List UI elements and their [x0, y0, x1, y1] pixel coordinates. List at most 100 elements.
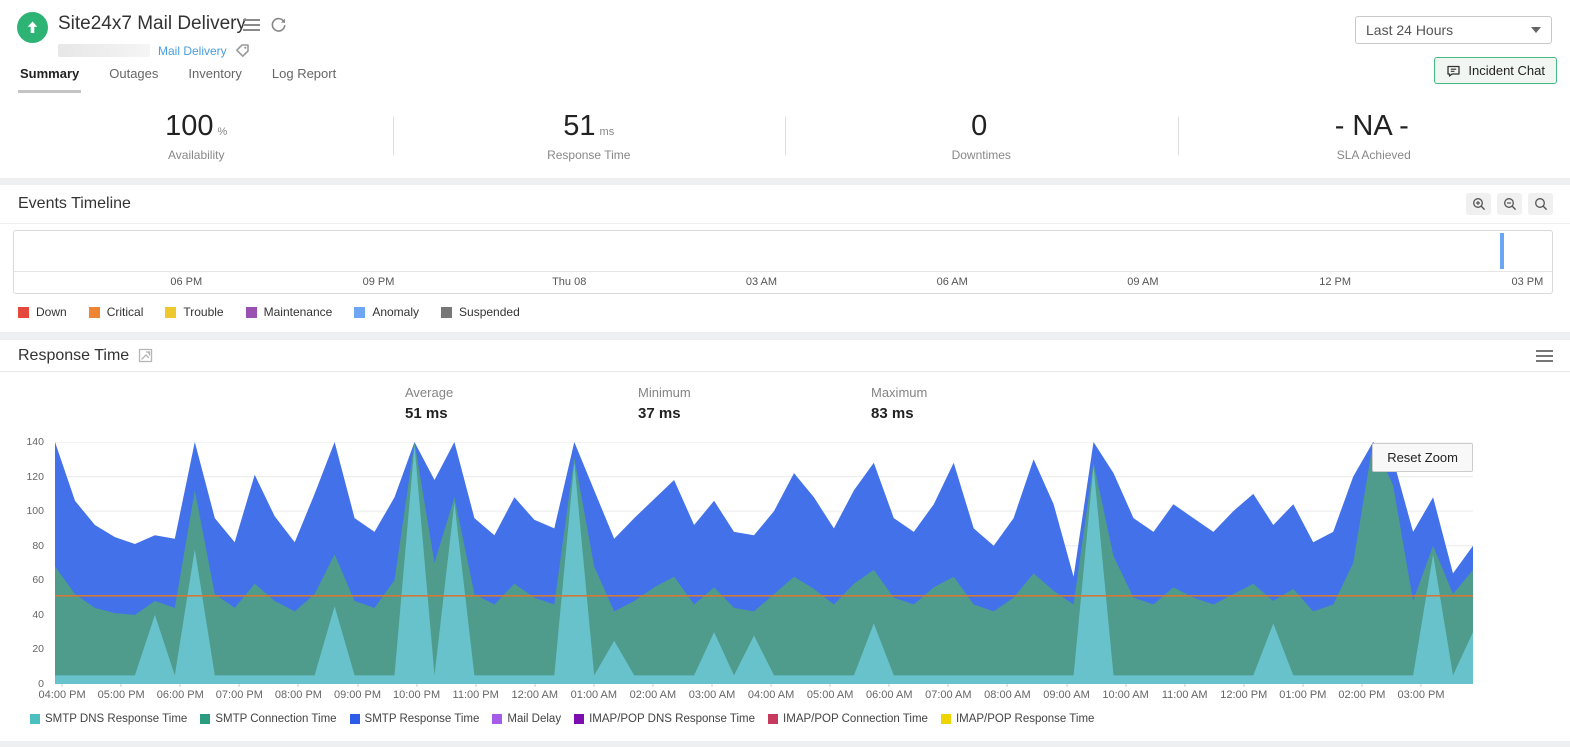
y-axis-labels: 0 20 40 60 80 100 120 140 — [0, 436, 46, 690]
legend-swatch — [245, 306, 257, 318]
y-tick-label: 80 — [32, 539, 44, 552]
refresh-icon[interactable] — [269, 15, 288, 39]
timeline-anomaly-marker[interactable] — [1499, 233, 1504, 269]
chevron-down-icon — [1531, 27, 1541, 33]
x-tick-label: 03:00 AM — [688, 689, 736, 701]
y-tick-label: 60 — [32, 574, 44, 587]
response-time-title: Response Time — [18, 346, 130, 364]
legend-smtp-dns-response-time[interactable]: SMTP DNS Response Time — [30, 713, 187, 725]
timeline-tick-label: 06 PM — [170, 276, 203, 288]
x-tick-label: 07:00 PM — [215, 689, 263, 701]
chat-icon — [1446, 64, 1461, 78]
x-tick — [888, 684, 890, 687]
x-tick-label: 08:00 PM — [274, 689, 322, 701]
timeline-zoom-in-button[interactable] — [1466, 193, 1491, 215]
x-tick-label: 09:00 PM — [333, 689, 382, 701]
legend-imap-pop-connection-time[interactable]: IMAP/POP Connection Time — [768, 713, 928, 725]
x-tick-label: 10:00 PM — [393, 689, 441, 701]
x-tick — [711, 684, 713, 687]
legend-swatch — [940, 714, 951, 724]
reset-zoom-button[interactable]: Reset Zoom — [1372, 443, 1473, 472]
tab-summary[interactable]: Summary — [18, 66, 82, 93]
chart-context-menu-icon[interactable] — [1536, 347, 1553, 365]
x-tick — [829, 684, 831, 687]
tab-inventory[interactable]: Inventory — [188, 66, 242, 81]
x-tick-label: 10:00 AM — [1102, 689, 1149, 701]
tab-log-report[interactable]: Log Report — [271, 66, 337, 81]
tab-bar: Summary Outages Inventory Log Report — [18, 66, 338, 93]
timeline-zoom-out-button[interactable] — [1497, 193, 1522, 215]
x-tick-label: 03:00 PM — [1397, 689, 1445, 701]
series-smtp-dns-response-time — [55, 445, 1473, 684]
time-range-value: Last 24 Hours — [1366, 22, 1454, 38]
monitor-actions-menu-icon[interactable] — [243, 16, 260, 34]
y-tick-label: 120 — [26, 470, 44, 483]
events-timeline-title: Events Timeline — [18, 195, 131, 212]
timeline-axis-labels: 06 PM 09 PM Thu 08 03 AM 06 AM 09 AM 12 PM 03 P… — [14, 272, 1552, 293]
x-tick — [297, 684, 299, 687]
average-stat: Average 51 ms — [405, 385, 454, 422]
events-timeline-chart[interactable]: 06 PM 09 PM Thu 08 03 AM 06 AM 09 AM 12 PM 03 P… — [13, 230, 1553, 294]
x-tick-label: 05:00 PM — [97, 689, 145, 701]
legend-smtp-response-time[interactable]: SMTP Response Time — [349, 713, 479, 725]
legend-swatch — [349, 714, 360, 724]
x-tick-label: 01:00 AM — [570, 689, 618, 701]
legend-imap-pop-dns-response-time[interactable]: IMAP/POP DNS Response Time — [574, 713, 755, 725]
x-tick — [1420, 684, 1422, 687]
timeline-tick-label: 03 AM — [745, 276, 778, 288]
x-tick-label: 08:00 AM — [984, 689, 1031, 701]
legend-swatch — [30, 714, 40, 724]
tab-outages[interactable]: Outages — [109, 66, 159, 81]
response-time-chart[interactable]: Reset Zoom — [55, 442, 1473, 684]
summary-stats-row: 100% Availability 51 ms Response Time 0 Downti… — [0, 93, 1570, 178]
x-tick — [1184, 684, 1186, 687]
legend-swatch — [768, 714, 779, 724]
legend-imap-pop-response-time[interactable]: IMAP/POP Response Time — [940, 713, 1094, 725]
x-tick — [179, 684, 181, 687]
legend-swatch — [354, 306, 366, 318]
stat-sla-achieved: - NA - SLA Achieved — [1177, 93, 1570, 178]
timeline-tick-label: 09 AM — [1127, 276, 1159, 288]
legend-maintenance: Maintenance — [245, 305, 332, 319]
x-tick — [475, 684, 477, 687]
legend-swatch — [88, 306, 100, 318]
x-tick-label: 06:00 AM — [866, 689, 913, 701]
legend-swatch — [441, 306, 453, 318]
legend-swatch — [18, 306, 29, 318]
y-tick-label: 40 — [32, 608, 44, 621]
x-tick — [61, 684, 63, 687]
response-time-section: Response Time Average 51 ms Minimum 37 m… — [0, 340, 1570, 741]
x-tick — [947, 684, 949, 687]
trend-chart-icon[interactable] — [138, 348, 153, 363]
x-tick-label: 02:00 PM — [1338, 689, 1386, 701]
timeline-tick-label: Thu 08 — [552, 276, 587, 288]
tag-icon[interactable] — [235, 43, 250, 58]
legend-swatch — [165, 306, 177, 318]
legend-suspended: Suspended — [441, 305, 520, 319]
redacted-monitor-name — [58, 44, 150, 57]
x-tick — [416, 684, 418, 687]
y-tick-label: 20 — [32, 643, 44, 656]
incident-chat-button[interactable]: Incident Chat — [1434, 57, 1557, 84]
events-timeline-section: Events Timeline — [0, 185, 1570, 332]
x-tick — [1006, 684, 1008, 687]
x-tick — [534, 684, 536, 687]
timeline-tick-label: 12 PM — [1319, 276, 1352, 288]
page-title: Site24x7 Mail Delivery — [58, 13, 246, 34]
legend-mail-delay[interactable]: Mail Delay — [492, 713, 561, 725]
x-tick — [1066, 684, 1067, 687]
x-tick-label: 06:00 PM — [156, 689, 204, 701]
x-tick-label: 11:00 PM — [452, 689, 499, 701]
monitor-type-link[interactable]: Mail Delivery — [158, 43, 227, 58]
timeline-tick-label: 03 PM — [1511, 276, 1544, 288]
x-tick — [652, 684, 654, 687]
x-tick-label: 11:00 AM — [1161, 689, 1208, 701]
legend-critical: Critical — [88, 305, 143, 319]
incident-chat-label: Incident Chat — [1468, 63, 1545, 78]
x-tick — [120, 684, 122, 687]
x-tick — [1361, 684, 1363, 687]
time-range-select[interactable]: Last 24 Hours — [1355, 16, 1552, 44]
timeline-zoom-reset-button[interactable] — [1528, 193, 1553, 215]
legend-smtp-connection-time[interactable]: SMTP Connection Time — [200, 713, 337, 725]
stat-response-time: 51 ms Response Time — [392, 93, 786, 178]
